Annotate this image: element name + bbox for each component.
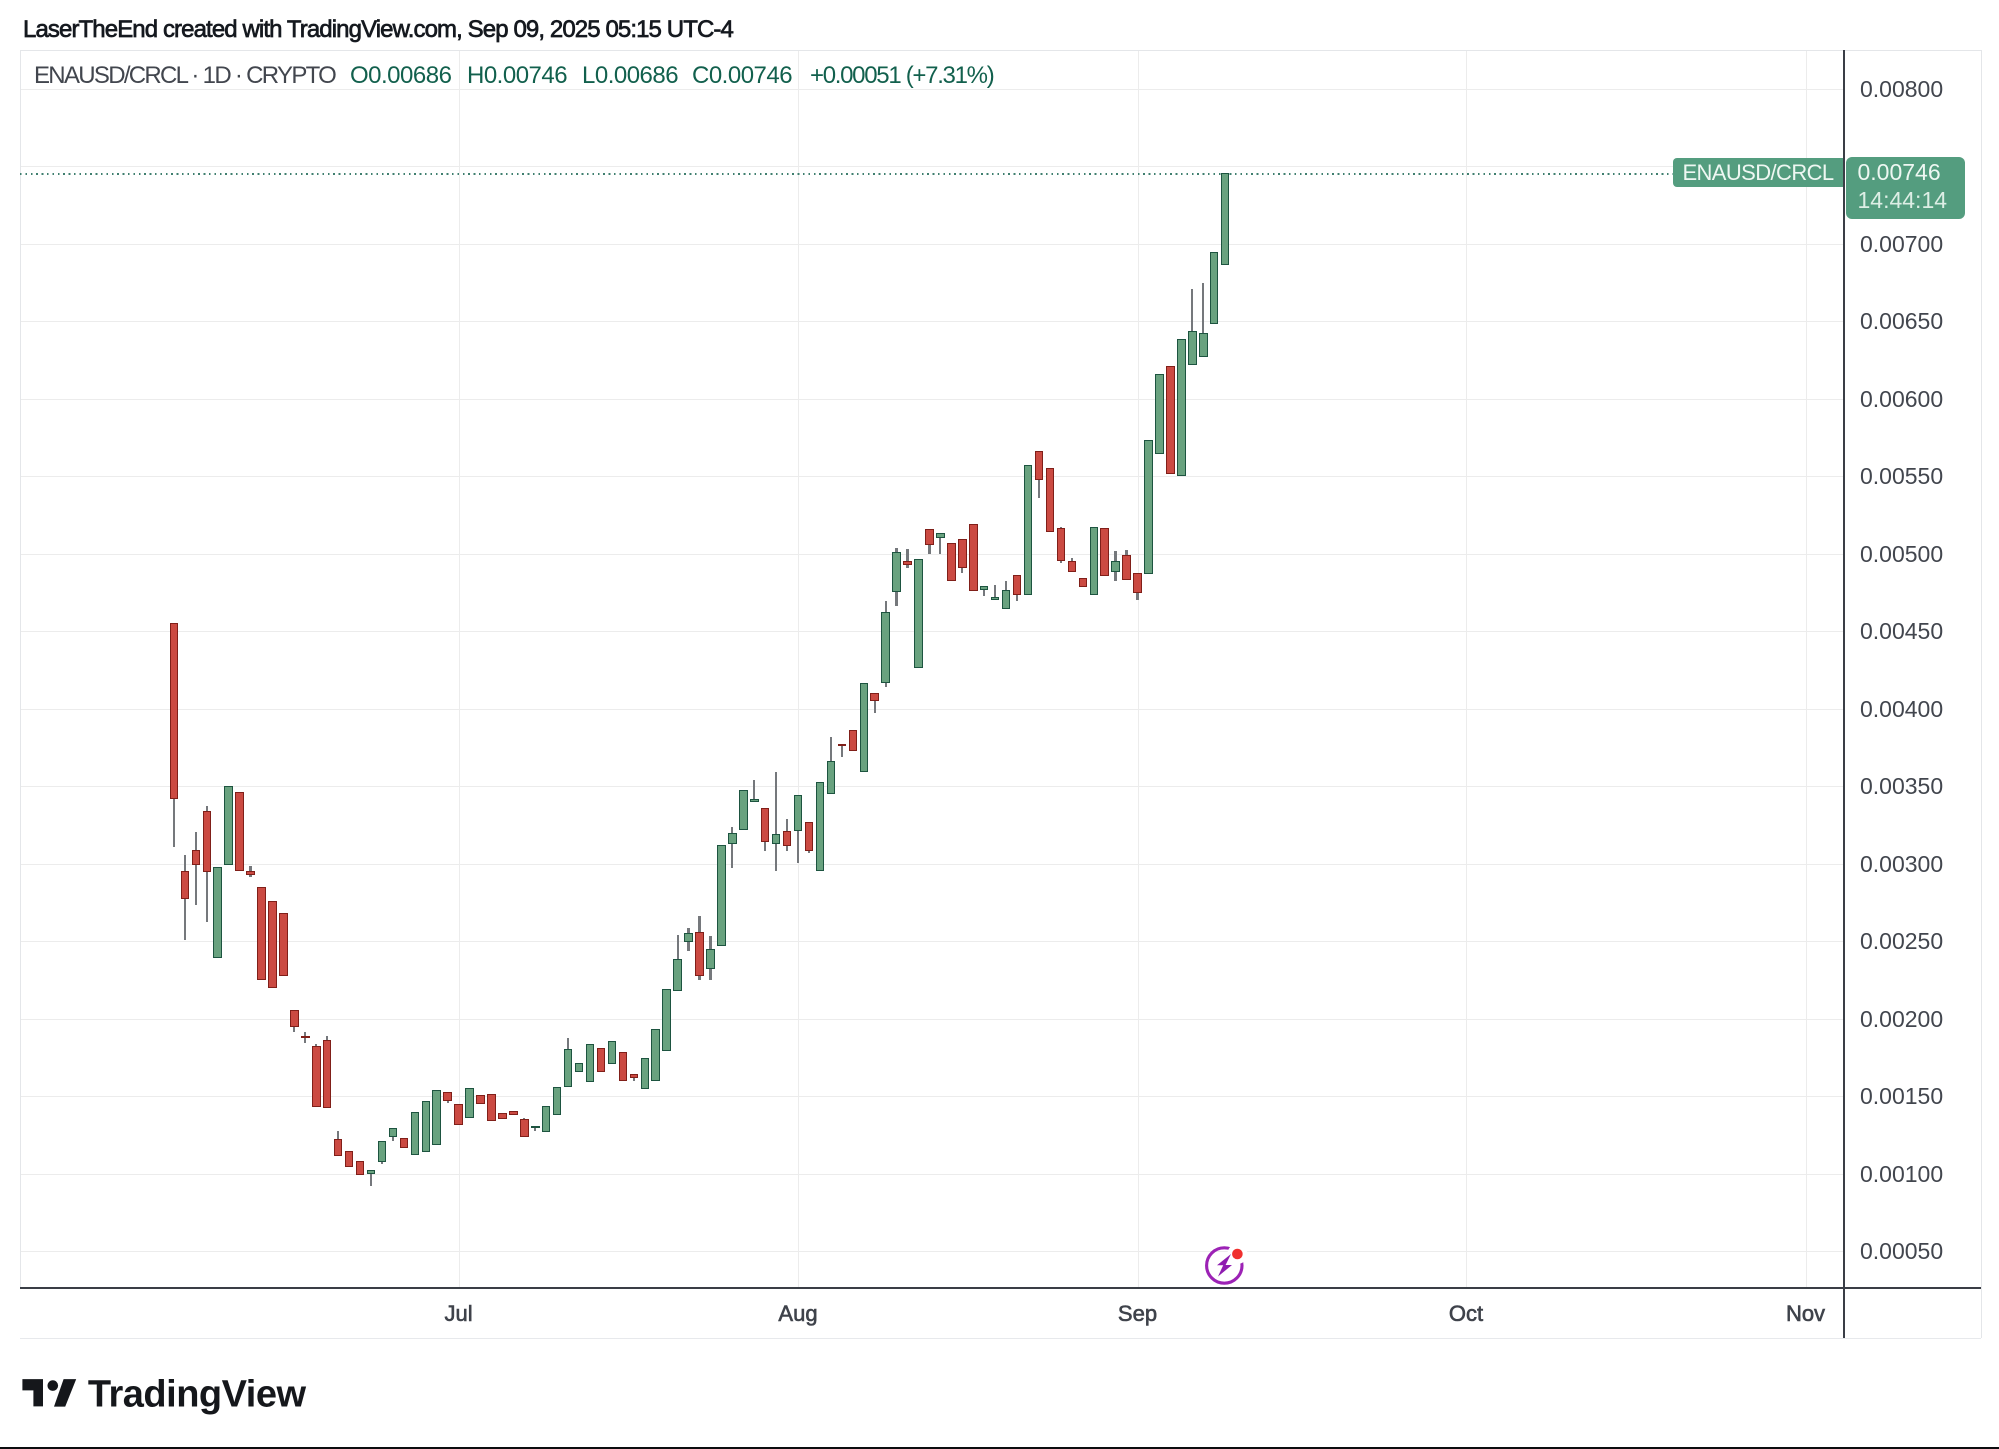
svg-text:TradingView: TradingView xyxy=(88,1378,307,1416)
